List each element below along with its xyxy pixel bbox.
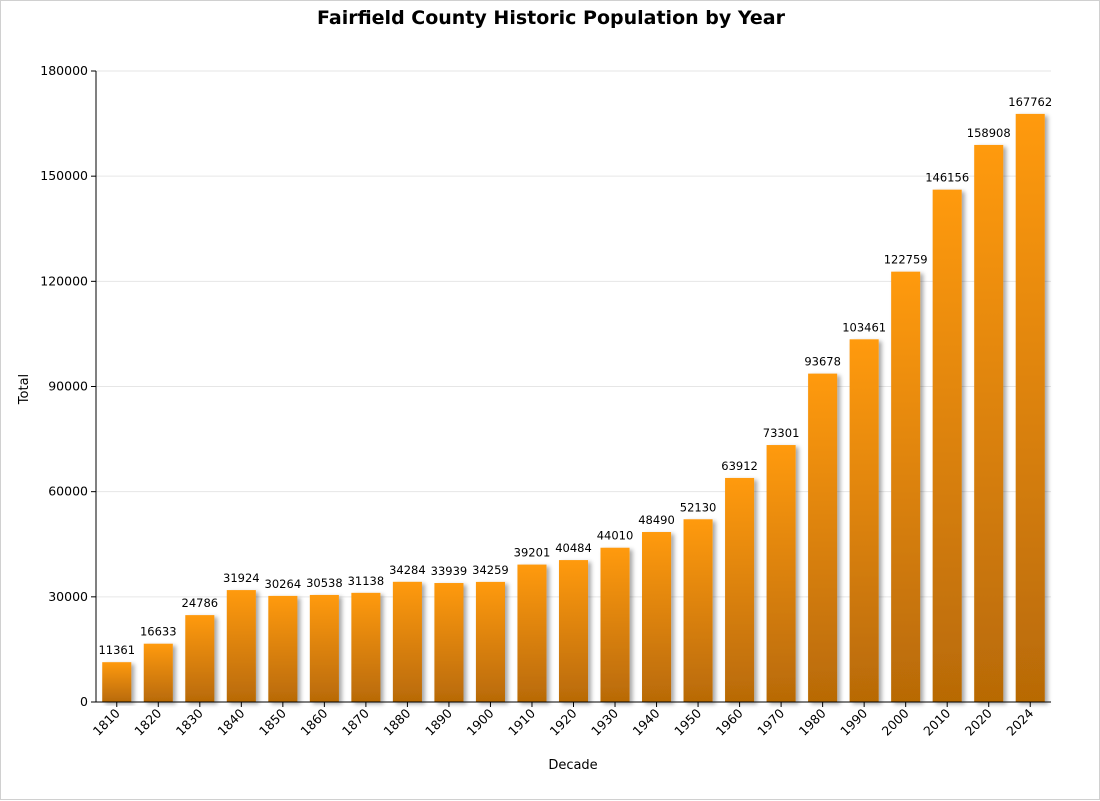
bar-1920[interactable] [558,560,589,702]
x-tick-label: 2020 [962,705,995,738]
bar-1930[interactable] [600,547,630,702]
y-tick-label: 180000 [40,63,88,78]
chart-title: Fairfield County Historic Population by … [317,7,786,29]
bar-2024[interactable] [1015,113,1045,702]
data-label-1840: 31924 [223,571,260,585]
bar-1810[interactable] [102,662,132,702]
bar-1840[interactable] [226,590,256,702]
bar-1910[interactable] [517,564,547,702]
bar-1950[interactable] [683,519,713,702]
data-label-1910: 39201 [514,546,551,560]
data-label-2024: 167762 [1008,95,1052,109]
x-tick-label: 1870 [339,705,372,738]
bar-1860[interactable] [309,594,339,702]
x-tick-label: 1980 [796,705,829,738]
x-tick-label: 2024 [1003,705,1036,738]
x-tick-label: 1920 [547,705,580,738]
y-tick-label: 150000 [40,168,88,183]
bar-1880[interactable] [392,581,422,702]
y-tick-label: 120000 [40,273,88,288]
data-label-1970: 73301 [763,426,800,440]
x-tick-label: 1840 [214,705,247,738]
data-label-1860: 30538 [306,576,343,590]
bar-1980[interactable] [808,373,838,702]
bar-1870[interactable] [351,592,381,702]
bar-1820[interactable] [143,643,173,702]
data-label-2000: 122759 [884,253,928,267]
bar-1940[interactable] [642,532,672,702]
y-tick-label: 30000 [48,589,88,604]
bar-2010[interactable] [932,189,962,702]
x-axis-title: Decade [548,758,597,773]
x-tick-label: 2000 [879,705,912,738]
bar-1970[interactable] [766,445,796,702]
x-tick-label: 2010 [920,705,953,738]
bars [102,113,1045,702]
y-axis-ticks: 0 30000 60000 90000 120000 150000 180000 [40,63,96,709]
x-tick-label: 1960 [713,705,746,738]
x-tick-label: 1850 [256,705,289,738]
data-label-2010: 146156 [925,171,969,185]
data-label-1960: 63912 [721,459,758,473]
x-tick-label: 1930 [588,705,621,738]
bar-1990[interactable] [849,339,879,702]
data-label-1950: 52130 [680,500,717,514]
bar-1890[interactable] [434,583,464,702]
bar-2020[interactable] [974,144,1004,702]
bar-1960[interactable] [725,477,755,702]
data-label-1810: 11361 [98,643,135,657]
x-tick-label: 1820 [131,705,164,738]
bar-1830[interactable] [185,615,215,702]
data-label-2020: 158908 [967,126,1011,140]
data-label-1920: 40484 [555,541,592,555]
data-label-1900: 34259 [472,563,509,577]
x-tick-label: 1910 [505,705,538,738]
data-label-1930: 44010 [597,529,634,543]
data-label-1870: 31138 [348,574,385,588]
bar-1850[interactable] [268,595,298,702]
x-tick-label: 1890 [422,705,455,738]
x-axis-ticks: 1810 1820 1830 1840 1850 1860 1870 1880 1890 1900… [90,702,1036,739]
data-label-1890: 33939 [431,564,468,578]
x-tick-label: 1940 [630,705,663,738]
x-tick-label: 1860 [297,705,330,738]
x-tick-label: 1880 [380,705,413,738]
x-tick-label: 1810 [90,705,123,738]
x-tick-label: 1990 [837,705,870,738]
data-labels: 11361 16633 24786 31924 30264 30538 31138 34284… [98,95,1052,657]
data-label-1850: 30264 [265,577,302,591]
x-tick-label: 1970 [754,705,787,738]
x-tick-label: 1830 [173,705,206,738]
bar-2000[interactable] [891,271,921,702]
y-tick-label: 60000 [48,484,88,499]
data-label-1880: 34284 [389,563,426,577]
data-label-1940: 48490 [638,513,675,527]
y-tick-label: 90000 [48,379,88,394]
bar-1900[interactable] [475,581,505,702]
y-tick-label: 0 [80,694,88,709]
data-label-1830: 24786 [182,596,219,610]
x-tick-label: 1950 [671,705,704,738]
data-label-1990: 103461 [842,320,886,334]
y-axis-title: Total [17,374,32,405]
data-label-1980: 93678 [804,355,841,369]
x-tick-label: 1900 [463,705,496,738]
data-label-1820: 16633 [140,625,177,639]
